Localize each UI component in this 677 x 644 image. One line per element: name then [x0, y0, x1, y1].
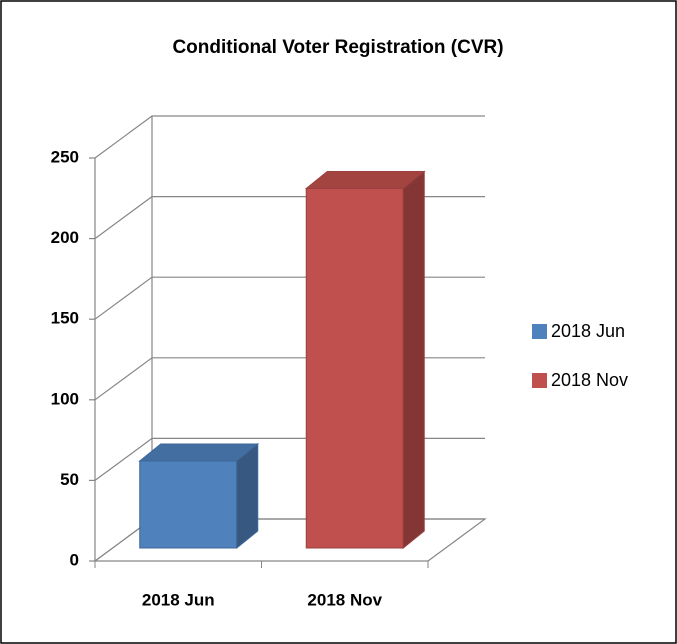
bar-side — [236, 442, 259, 550]
grid-line — [94, 115, 485, 159]
legend-swatch — [532, 324, 547, 339]
bar — [138, 442, 260, 550]
bar-side — [402, 170, 425, 550]
x-tick-label: 2018 Nov — [307, 590, 382, 609]
x-tick-label: 2018 Jun — [142, 590, 215, 609]
y-tick-label: 100 — [51, 389, 79, 408]
bar-front — [305, 188, 404, 549]
y-tick-label: 250 — [51, 147, 79, 166]
y-tick-label: 50 — [60, 470, 79, 489]
y-tick-label: 200 — [51, 228, 79, 247]
bar — [304, 170, 426, 550]
bar-front — [139, 460, 238, 549]
legend-label: 2018 Jun — [551, 321, 625, 341]
bar-top — [138, 443, 260, 462]
bar-top — [304, 171, 426, 190]
y-tick-label: 0 — [70, 550, 79, 569]
chart-title: Conditional Voter Registration (CVR) — [172, 37, 503, 58]
y-tick-label: 150 — [51, 309, 79, 328]
legend-label: 2018 Nov — [551, 370, 628, 390]
legend-swatch — [532, 373, 547, 388]
